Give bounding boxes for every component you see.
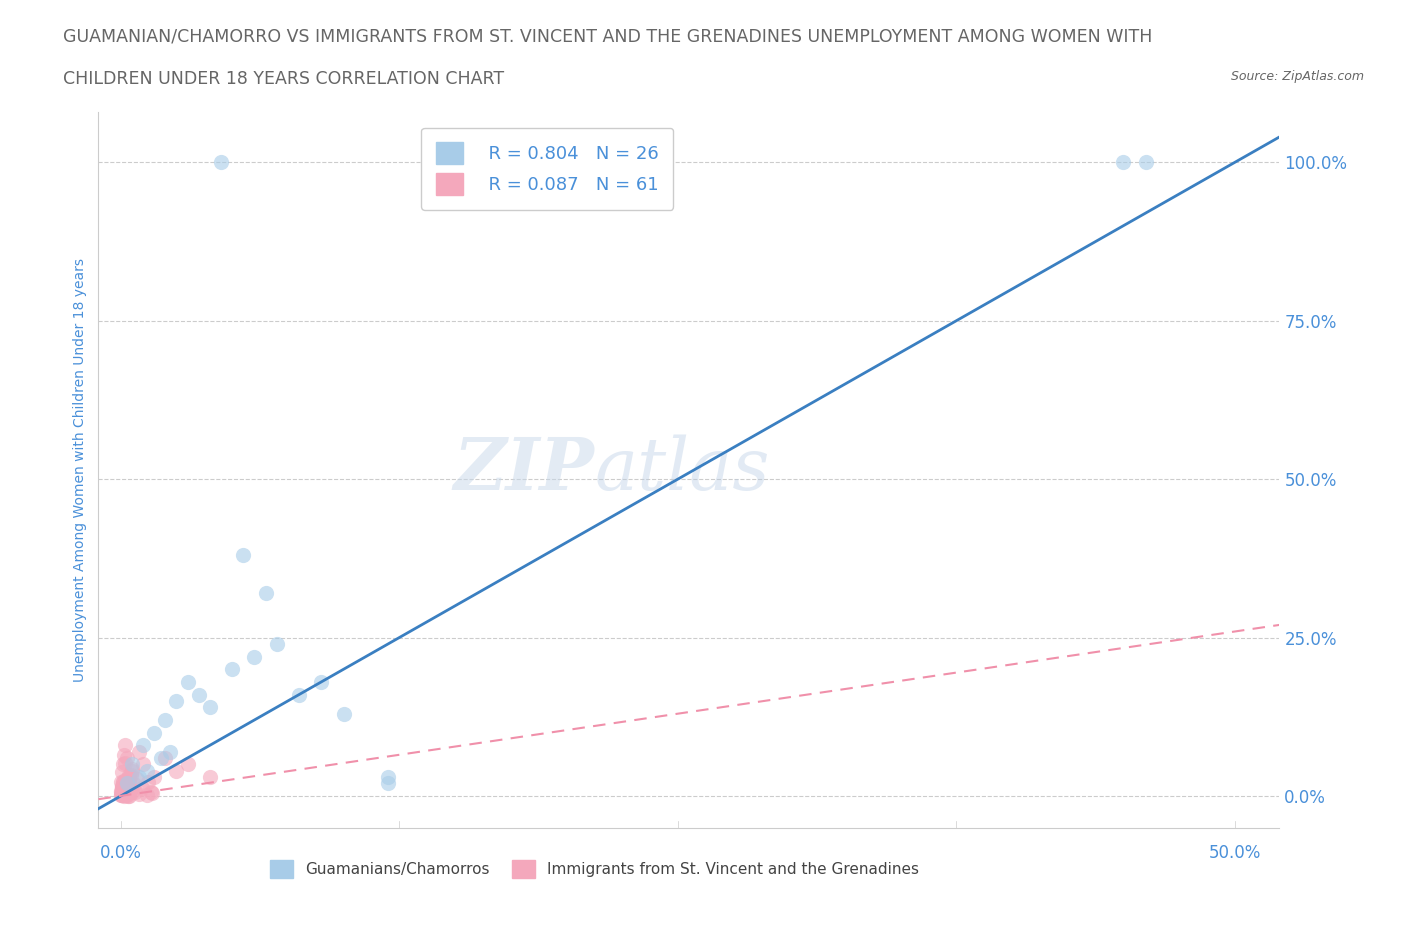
- Point: [143, 725, 166, 740]
- Point: [111, 788, 134, 803]
- Point: [115, 782, 138, 797]
- Point: [118, 788, 141, 803]
- Point: [128, 787, 150, 802]
- Point: [117, 751, 139, 765]
- Text: Source: ZipAtlas.com: Source: ZipAtlas.com: [1230, 70, 1364, 83]
- Point: [111, 780, 134, 795]
- Point: [111, 764, 134, 779]
- Point: [131, 781, 153, 796]
- Point: [112, 781, 135, 796]
- Point: [254, 586, 277, 601]
- Point: [332, 706, 354, 721]
- Point: [115, 788, 138, 803]
- Point: [128, 744, 150, 759]
- Point: [141, 786, 163, 801]
- Point: [198, 769, 221, 784]
- Point: [114, 737, 136, 752]
- Point: [110, 788, 132, 803]
- Point: [112, 789, 135, 804]
- Point: [111, 757, 134, 772]
- Point: [118, 767, 141, 782]
- Point: [288, 687, 311, 702]
- Point: [111, 788, 134, 803]
- Point: [243, 649, 266, 664]
- Point: [111, 779, 134, 794]
- Text: CHILDREN UNDER 18 YEARS CORRELATION CHART: CHILDREN UNDER 18 YEARS CORRELATION CHAR…: [63, 70, 505, 87]
- Point: [111, 786, 134, 801]
- Text: GUAMANIAN/CHAMORRO VS IMMIGRANTS FROM ST. VINCENT AND THE GRENADINES UNEMPLOYMEN: GUAMANIAN/CHAMORRO VS IMMIGRANTS FROM ST…: [63, 28, 1153, 46]
- Point: [139, 785, 162, 800]
- Point: [112, 777, 135, 791]
- Point: [111, 784, 134, 799]
- Text: ZIP: ZIP: [454, 434, 595, 505]
- Legend: Guamanians/Chamorros, Immigrants from St. Vincent and the Grenadines: Guamanians/Chamorros, Immigrants from St…: [263, 854, 925, 884]
- Point: [117, 783, 139, 798]
- Point: [377, 776, 399, 790]
- Point: [266, 636, 288, 651]
- Point: [121, 757, 143, 772]
- Point: [165, 764, 187, 778]
- Point: [1112, 155, 1135, 170]
- Point: [117, 773, 139, 788]
- Point: [176, 674, 198, 689]
- Text: 50.0%: 50.0%: [1209, 844, 1261, 861]
- Point: [155, 712, 177, 727]
- Point: [1135, 155, 1157, 170]
- Point: [143, 769, 166, 784]
- Point: [221, 662, 243, 677]
- Point: [112, 787, 135, 802]
- Point: [110, 775, 132, 790]
- Point: [198, 700, 221, 715]
- Point: [117, 789, 139, 804]
- Point: [111, 787, 134, 802]
- Point: [114, 755, 136, 770]
- Point: [136, 775, 159, 790]
- Point: [136, 788, 159, 803]
- Point: [112, 748, 135, 763]
- Point: [149, 751, 172, 765]
- Y-axis label: Unemployment Among Women with Children Under 18 years: Unemployment Among Women with Children U…: [73, 258, 87, 682]
- Point: [118, 770, 141, 785]
- Point: [159, 744, 181, 759]
- Point: [209, 155, 232, 170]
- Point: [114, 788, 136, 803]
- Point: [118, 784, 141, 799]
- Point: [120, 782, 142, 797]
- Point: [111, 779, 134, 794]
- Point: [120, 768, 142, 783]
- Point: [377, 769, 399, 784]
- Point: [115, 777, 138, 791]
- Point: [110, 788, 132, 803]
- Point: [110, 784, 132, 799]
- Point: [111, 775, 134, 790]
- Point: [155, 751, 177, 765]
- Text: atlas: atlas: [595, 434, 770, 505]
- Point: [115, 777, 138, 791]
- Point: [111, 781, 134, 796]
- Point: [128, 769, 150, 784]
- Point: [136, 764, 159, 778]
- Point: [124, 777, 146, 791]
- Point: [121, 785, 143, 800]
- Point: [232, 548, 254, 563]
- Point: [110, 785, 132, 800]
- Point: [112, 775, 135, 790]
- Point: [117, 776, 139, 790]
- Point: [132, 757, 155, 772]
- Point: [114, 773, 136, 788]
- Point: [165, 694, 187, 709]
- Point: [132, 737, 155, 752]
- Point: [187, 687, 209, 702]
- Point: [118, 775, 141, 790]
- Point: [121, 762, 143, 777]
- Point: [121, 764, 143, 778]
- Point: [125, 772, 148, 787]
- Point: [124, 785, 146, 800]
- Point: [176, 757, 198, 772]
- Text: 0.0%: 0.0%: [100, 844, 142, 861]
- Point: [309, 674, 332, 689]
